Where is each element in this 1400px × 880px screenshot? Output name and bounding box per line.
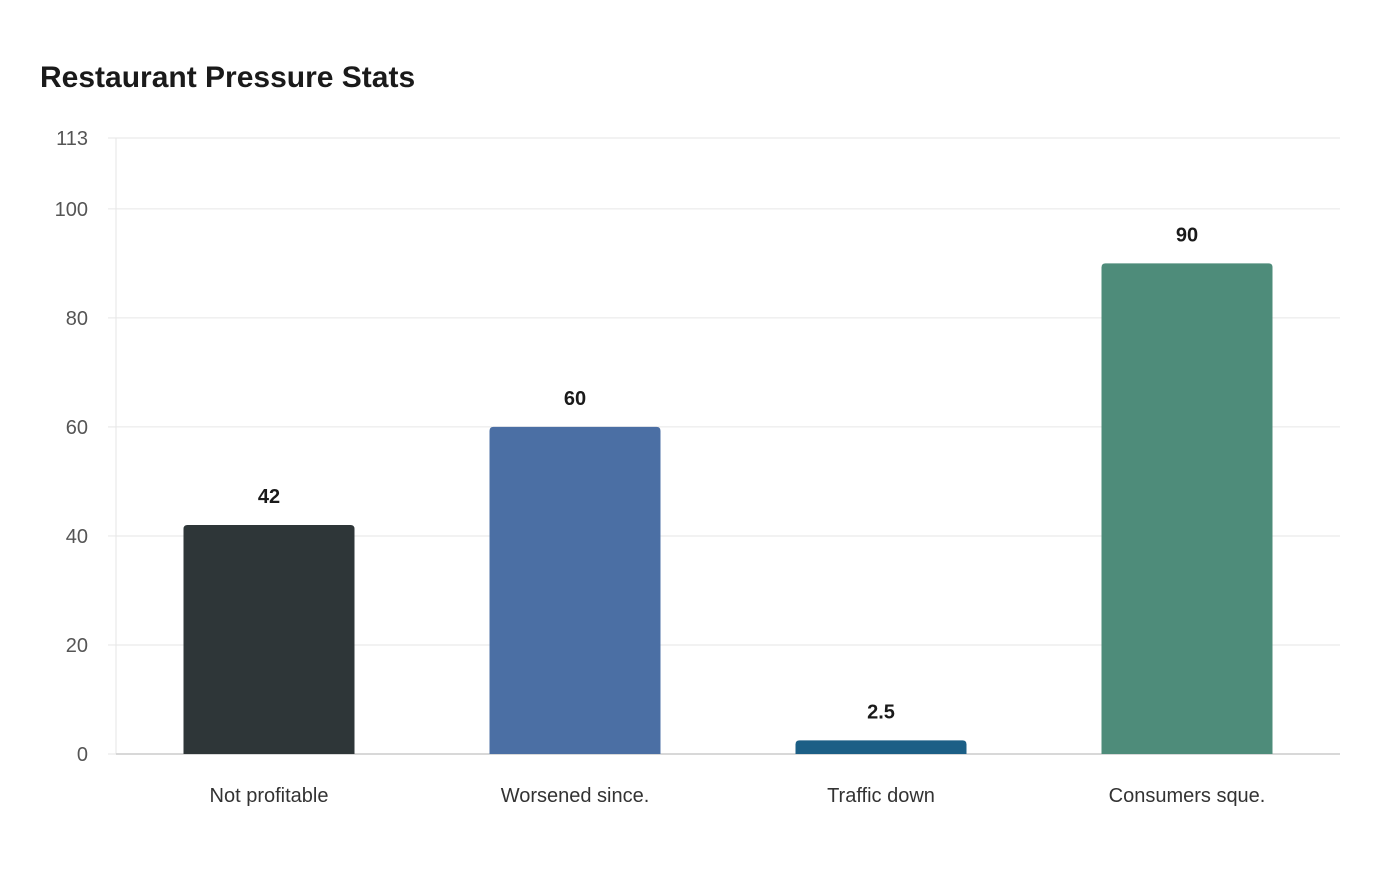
label-layer: 0 20 40 60 80 100 113 42 Not profitable 60 Worsene… xyxy=(55,128,1266,807)
bar-worsened-since xyxy=(489,426,661,754)
bar-layer xyxy=(183,263,1273,754)
y-tick-label: 113 xyxy=(56,128,88,150)
chart-title: Restaurant Pressure Stats xyxy=(40,61,416,94)
x-category-label: Consumers sque. xyxy=(1109,785,1266,807)
bar-not-profitable xyxy=(183,525,355,754)
data-label: 60 xyxy=(564,388,586,410)
x-category-label: Worsened since. xyxy=(501,785,650,807)
y-tick-label: 80 xyxy=(66,308,88,330)
bar-traffic-down xyxy=(795,740,967,754)
y-tick-label: 40 xyxy=(66,526,88,548)
y-tick-label: 20 xyxy=(66,635,88,657)
y-tick-label: 60 xyxy=(66,417,88,439)
data-label: 90 xyxy=(1176,224,1198,246)
y-tick-label: 0 xyxy=(77,744,88,766)
x-category-label: Not profitable xyxy=(210,785,329,807)
data-label: 42 xyxy=(258,486,280,508)
data-label: 2.5 xyxy=(867,701,895,723)
bar-consumers-sque xyxy=(1101,263,1273,754)
y-tick-label: 100 xyxy=(55,199,88,221)
x-category-label: Traffic down xyxy=(827,785,935,807)
